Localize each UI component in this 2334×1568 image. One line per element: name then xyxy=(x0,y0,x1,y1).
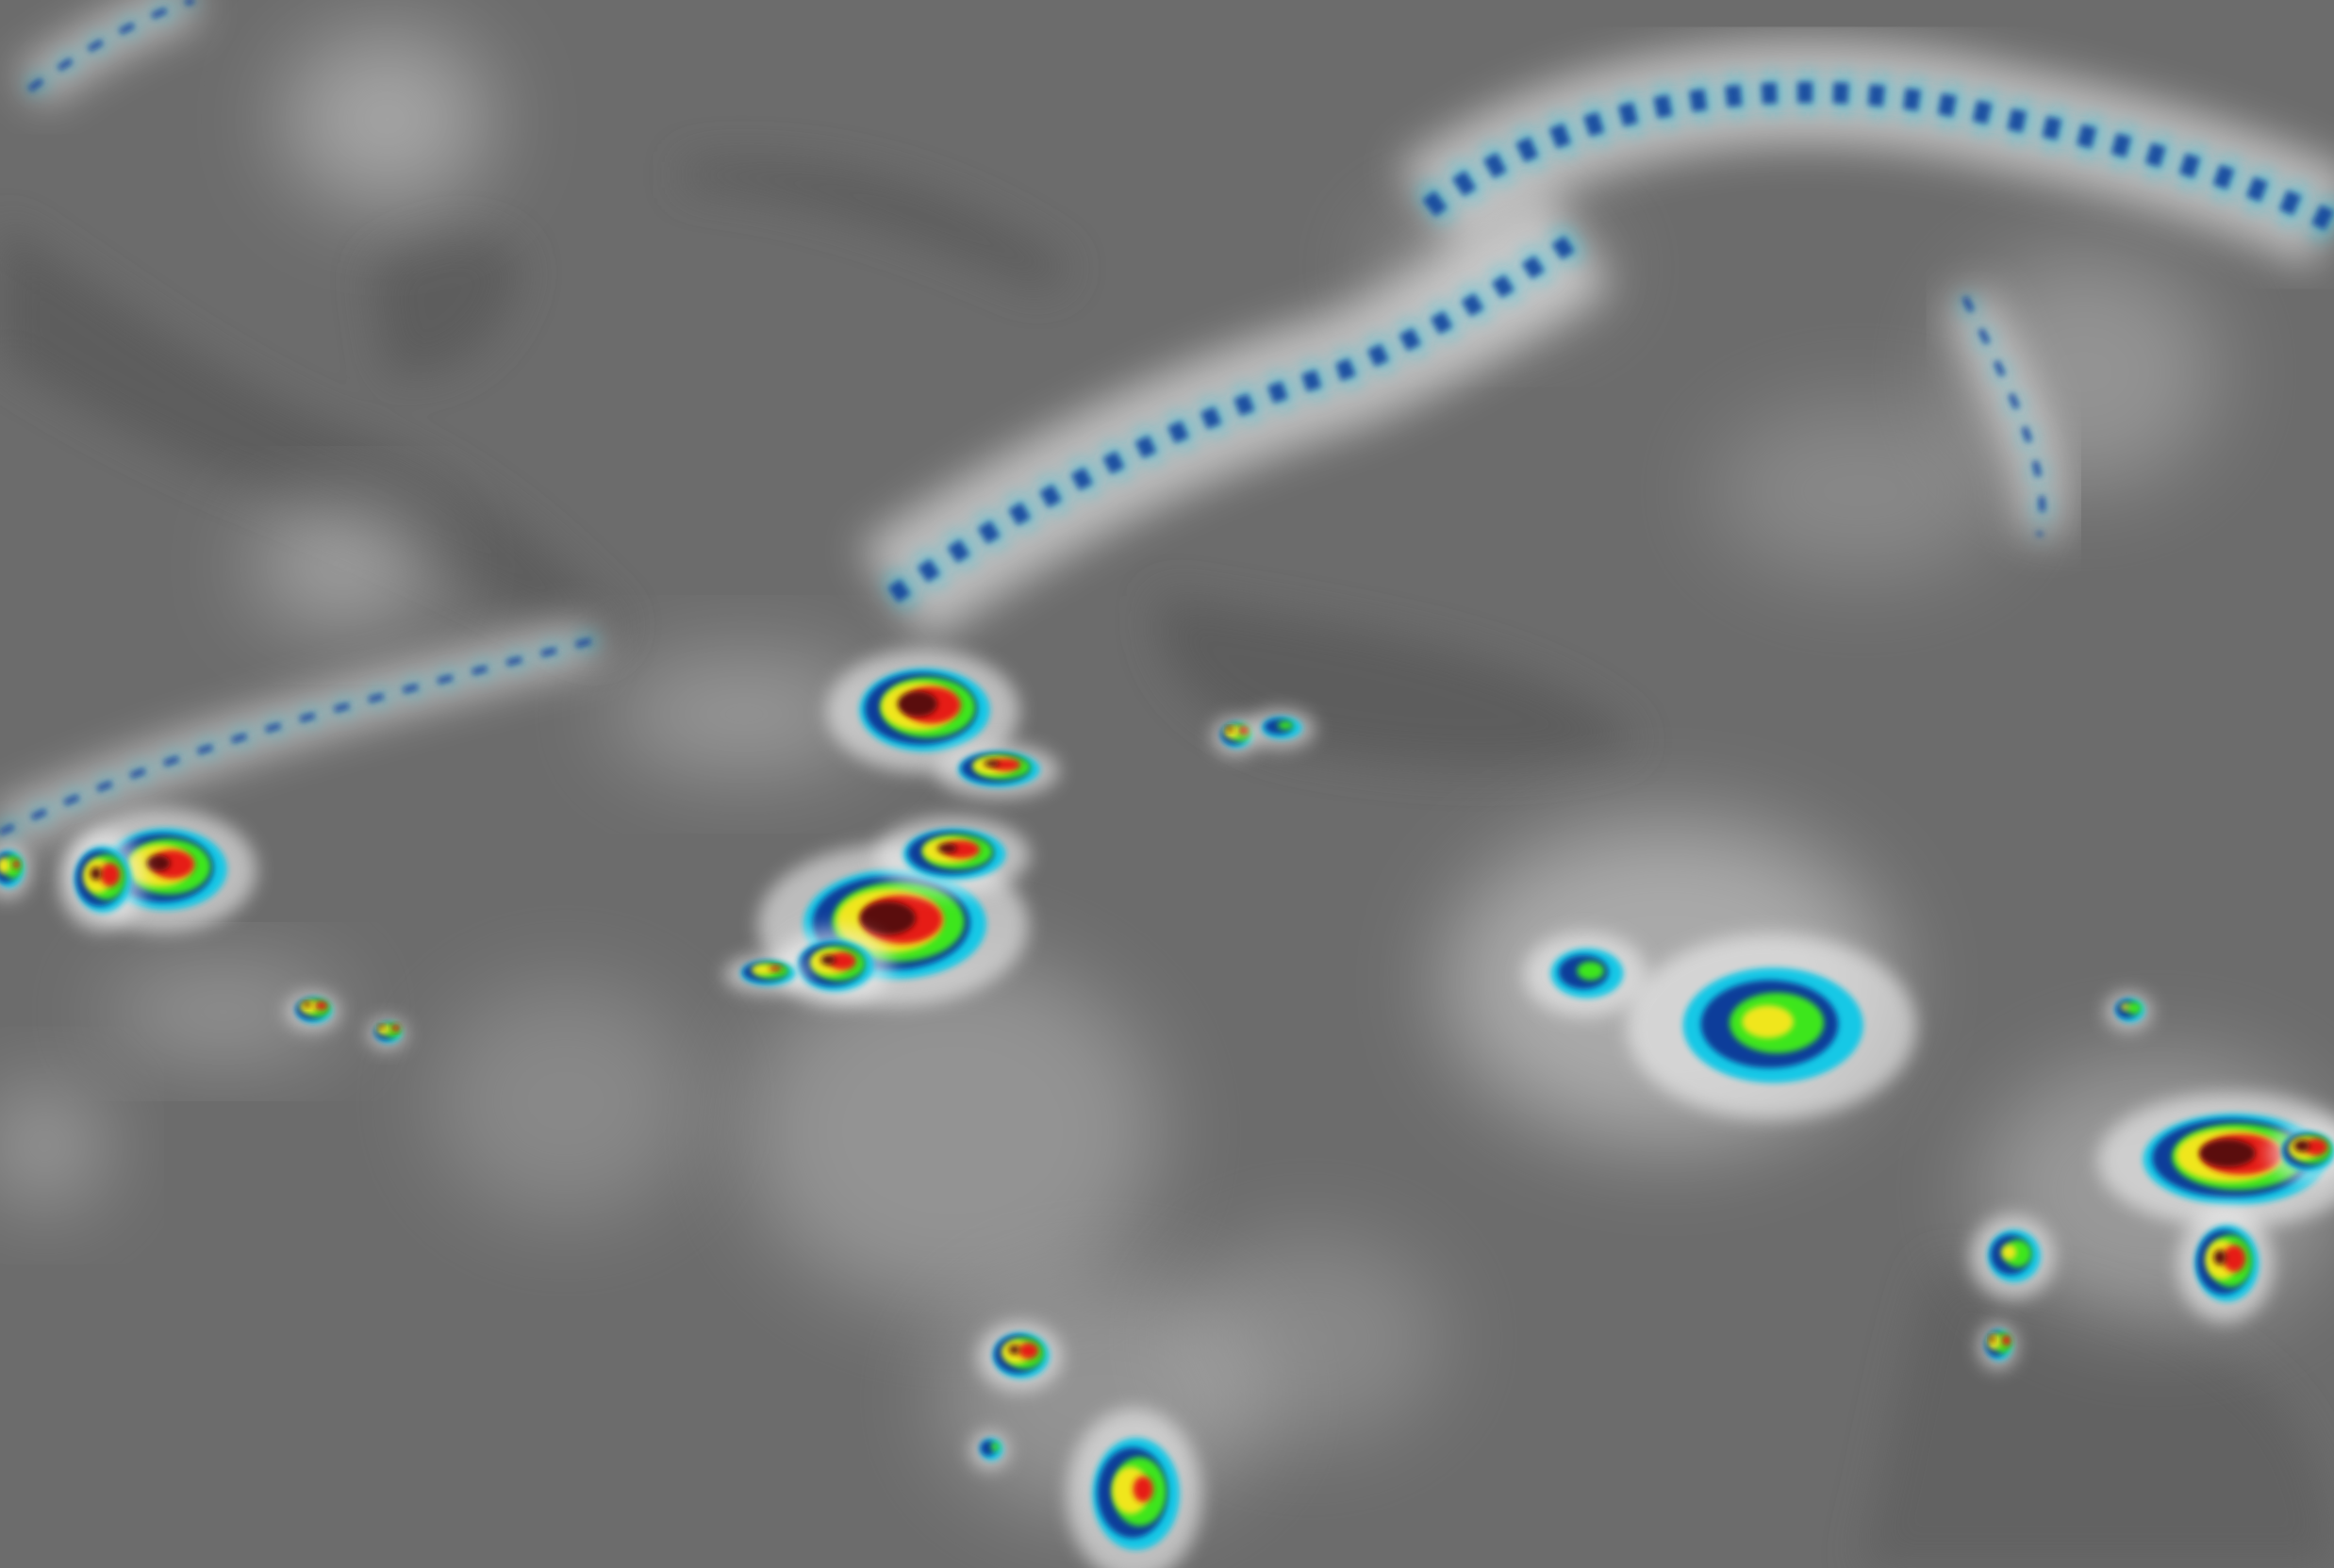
storm-cell xyxy=(1523,932,1647,1017)
storm-cell-ring xyxy=(751,964,775,976)
storm-cell-ring xyxy=(1742,1005,1794,1039)
storm-cell xyxy=(2105,992,2152,1032)
storm-cell xyxy=(723,954,810,994)
storm-cell-ring xyxy=(2223,1245,2246,1273)
storm-cell-ring xyxy=(1577,961,1605,981)
storm-cell-ring xyxy=(2293,1139,2310,1152)
storm-cell-ring xyxy=(990,1443,1000,1452)
storm-cell xyxy=(826,649,1020,773)
storm-cell xyxy=(1626,933,1917,1120)
storm-cell-ring xyxy=(2213,1249,2226,1265)
storm-cell xyxy=(58,830,144,932)
storm-cell-ring xyxy=(1987,1333,2001,1350)
cloud-field xyxy=(431,982,700,1220)
storm-cell xyxy=(1066,1408,1202,1568)
land-yucatan xyxy=(372,234,521,375)
storm-cell-ring xyxy=(820,954,836,966)
storm-cell-ring xyxy=(936,843,958,853)
cold-cloud-band-blue xyxy=(0,636,597,836)
cirrus-band xyxy=(16,0,201,107)
cloud-field xyxy=(0,1085,105,1205)
cirrus-bands xyxy=(0,0,2334,853)
cold-cloud-band-blue xyxy=(887,230,1583,602)
storm-cell-ring xyxy=(1278,720,1294,730)
cold-cloud-band-blue xyxy=(1422,81,2334,233)
storm-cell-ring xyxy=(769,966,783,972)
storm-cell xyxy=(2097,1092,2334,1229)
land-central-america xyxy=(0,223,625,655)
storm-cell-ring xyxy=(100,863,121,887)
storm-cell-ring xyxy=(12,860,21,869)
storm-cell-ring xyxy=(304,1001,311,1007)
cold-cloud-band-blue xyxy=(1962,296,2045,536)
storm-cell-ring xyxy=(0,857,10,874)
cloud-field xyxy=(610,654,879,774)
storm-cell xyxy=(970,1430,1010,1470)
storm-cell xyxy=(2268,1124,2334,1182)
storm-cell-ring xyxy=(2001,1245,2017,1261)
storm-cell-ring xyxy=(1133,1476,1153,1503)
storm-cell-ring xyxy=(2199,1139,2256,1167)
storm-cell-ring xyxy=(897,691,938,718)
cloud-field xyxy=(744,951,1162,1310)
cloud-field xyxy=(104,966,343,1057)
storm-cell xyxy=(977,1322,1063,1392)
storm-cell-ring xyxy=(2121,1003,2129,1011)
storm-cell-ring xyxy=(146,855,171,871)
storm-cell xyxy=(935,743,1060,799)
storm-cell-ring xyxy=(391,1024,401,1032)
storm-cell xyxy=(0,841,31,900)
storm-cell-ring xyxy=(984,760,1001,767)
storm-cell xyxy=(367,1018,406,1049)
storm-cell-ring xyxy=(1018,1342,1039,1360)
land-cuba xyxy=(685,160,1072,290)
storm-cell-ring xyxy=(1223,724,1240,738)
storm-cell-ring xyxy=(379,1024,385,1030)
storm-cell xyxy=(1245,709,1316,749)
cloud-field xyxy=(253,505,432,625)
cloud-field xyxy=(1712,402,2010,581)
convective-storm-cells xyxy=(0,649,2334,1568)
storm-cell xyxy=(1978,1323,2017,1370)
storm-cell-ring xyxy=(2001,1334,2011,1346)
cloud-field xyxy=(1175,1234,1445,1444)
storm-cell-ring xyxy=(90,867,102,881)
storm-cell-ring xyxy=(315,1000,328,1011)
storm-cell-ring xyxy=(859,901,917,935)
storm-cell-ring xyxy=(991,758,1021,771)
storm-cell-ring xyxy=(1989,1336,1995,1343)
storm-cell-ring xyxy=(1008,1345,1020,1355)
storm-cell-ring xyxy=(2304,1138,2328,1156)
storm-cell xyxy=(775,928,892,1006)
storm-cell-ring xyxy=(1227,726,1233,733)
storm-cell-ring xyxy=(828,951,856,970)
storm-cell-ring xyxy=(2126,1001,2142,1015)
storm-cell xyxy=(2177,1206,2275,1323)
storm-cell xyxy=(875,817,1031,895)
storm-cell xyxy=(1969,1214,2056,1300)
cloud-field xyxy=(282,29,491,208)
storm-cell xyxy=(285,992,340,1032)
